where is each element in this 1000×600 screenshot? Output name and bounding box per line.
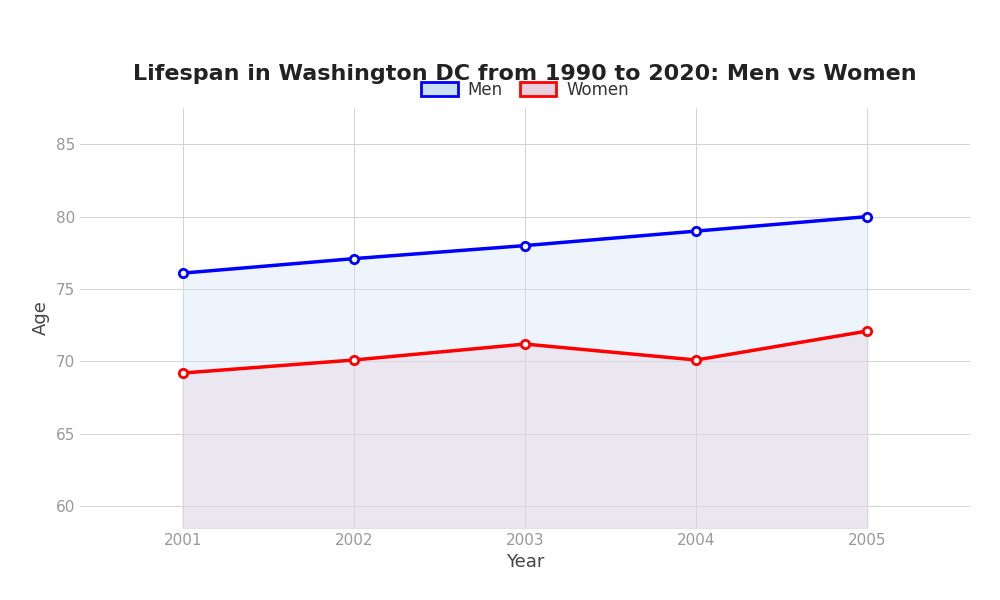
Y-axis label: Age: Age [32, 301, 50, 335]
X-axis label: Year: Year [506, 553, 544, 571]
Legend: Men, Women: Men, Women [414, 74, 636, 106]
Title: Lifespan in Washington DC from 1990 to 2020: Men vs Women: Lifespan in Washington DC from 1990 to 2… [133, 64, 917, 84]
